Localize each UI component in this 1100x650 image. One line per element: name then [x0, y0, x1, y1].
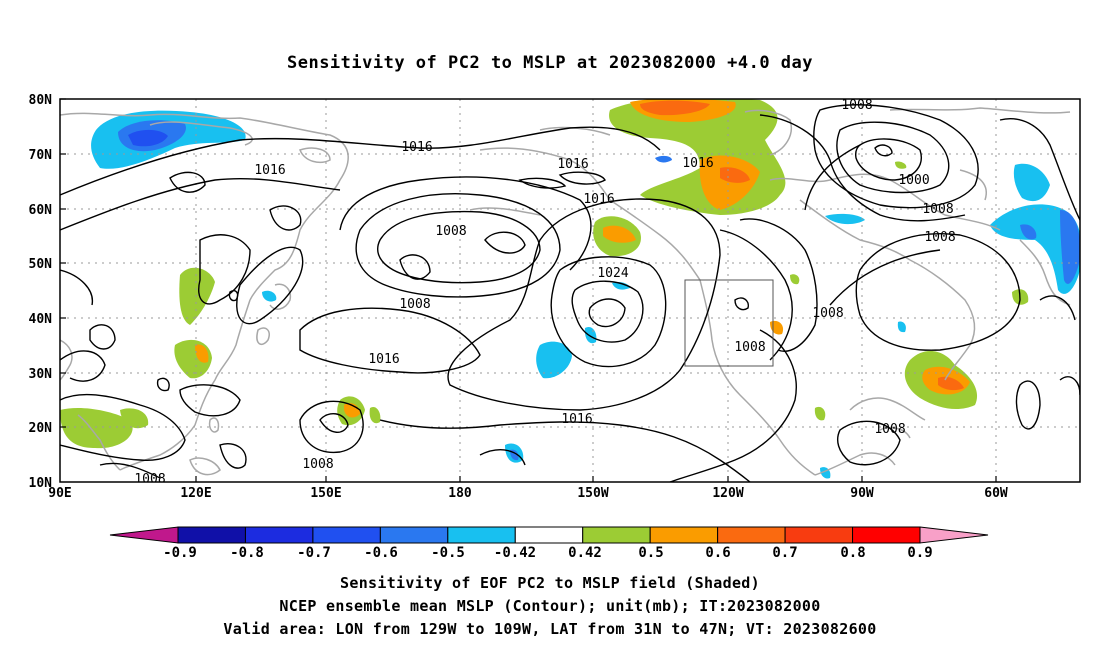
lat-tick-label: 30N	[29, 367, 53, 382]
colorbar-cell	[177, 526, 246, 544]
lon-tick-label: 150E	[310, 486, 341, 501]
lat-tick-label: 80N	[29, 93, 53, 108]
lon-axis-labels: 90E 120E 150E 180 150W 120W 90W 60W	[48, 486, 1008, 501]
colorbar-cell	[582, 526, 651, 544]
contour-label: 1008	[302, 457, 333, 472]
colorbar-cell	[784, 526, 854, 544]
caption-line-1: Sensitivity of EOF PC2 to MSLP field (Sh…	[340, 574, 760, 592]
lon-tick-label: 180	[448, 486, 472, 501]
lon-tick-label: 120W	[712, 486, 743, 501]
lon-tick-label: 60W	[984, 486, 1008, 501]
colorbar-label: -0.42	[494, 545, 536, 561]
contour-labels: 1008 1016 1016 1016 1016 1008 1000 1008 …	[134, 98, 955, 487]
contour-label: 1008	[734, 340, 765, 355]
map-area: 1008 1016 1016 1016 1016 1008 1000 1008 …	[60, 98, 1080, 487]
contour-label: 1024	[597, 266, 628, 281]
contour-label: 1008	[399, 297, 430, 312]
colorbar-cell	[447, 526, 516, 544]
contour-label: 1008	[435, 224, 466, 239]
colorbar-label: 0.42	[568, 545, 602, 561]
caption-line-2: NCEP ensemble mean MSLP (Contour); unit(…	[279, 597, 820, 615]
colorbar-label: 0.8	[840, 545, 865, 561]
lat-axis-labels: 80N 70N 60N 50N 40N 30N 20N 10N	[29, 93, 53, 491]
colorbar-cell	[649, 526, 719, 544]
contour-label: 1016	[583, 192, 614, 207]
caption: Sensitivity of EOF PC2 to MSLP field (Sh…	[223, 574, 876, 638]
contour-label: 1008	[924, 230, 955, 245]
colorbar-cell	[514, 526, 584, 544]
colorbar-label: -0.7	[297, 545, 331, 561]
colorbar-cell	[717, 526, 786, 544]
colorbar-label: 0.6	[705, 545, 730, 561]
contour-label: 1000	[898, 173, 929, 188]
contour-label: 1016	[561, 412, 592, 427]
colorbar-cell	[852, 526, 921, 544]
contour-label: 1008	[134, 472, 165, 487]
lon-tick-label: 90E	[48, 486, 71, 501]
contour-label: 1008	[874, 422, 905, 437]
lon-tick-label: 150W	[577, 486, 608, 501]
colorbar-label: -0.9	[163, 545, 197, 561]
sensitivity-shading	[60, 99, 1080, 479]
colorbar-label: -0.5	[431, 545, 465, 561]
contour-label: 1016	[401, 140, 432, 155]
map-frame	[59, 98, 1081, 483]
contour-label: 1016	[368, 352, 399, 367]
contour-label: 1016	[557, 157, 588, 172]
colorbar-cell	[312, 526, 381, 544]
contour-label: 1016	[254, 163, 285, 178]
axis-ticks	[60, 98, 997, 482]
map-title: Sensitivity of PC2 to MSLP at 2023082000…	[287, 53, 813, 73]
colorbar-labels: -0.9 -0.8 -0.7 -0.6 -0.5 -0.42 0.42 0.5 …	[163, 545, 933, 561]
graticule	[60, 99, 1080, 482]
lat-tick-label: 50N	[29, 257, 53, 272]
mslp-contours	[60, 104, 1080, 482]
colorbar-label: -0.6	[364, 545, 398, 561]
lat-tick-label: 20N	[29, 421, 53, 436]
contour-label: 1008	[841, 98, 872, 113]
lat-tick-label: 10N	[29, 476, 53, 491]
lon-tick-label: 120E	[180, 486, 211, 501]
colorbar-cell	[244, 526, 314, 544]
contour-label: 1016	[682, 156, 713, 171]
contour-label: 1008	[812, 306, 843, 321]
lat-tick-label: 60N	[29, 203, 53, 218]
lat-tick-label: 70N	[29, 148, 53, 163]
colorbar-label: 0.7	[772, 545, 797, 561]
valid-area-box	[684, 279, 774, 367]
colorbar-max-triangle	[919, 526, 989, 544]
contour-label: 1008	[922, 202, 953, 217]
colorbar-label: 0.5	[638, 545, 663, 561]
colorbar-min-triangle	[109, 526, 179, 544]
colorbar-label: 0.9	[907, 545, 932, 561]
colorbar: -0.9 -0.8 -0.7 -0.6 -0.5 -0.42 0.42 0.5 …	[109, 526, 989, 561]
colorbar-cell	[379, 526, 449, 544]
lon-tick-label: 90W	[850, 486, 874, 501]
colorbar-label: -0.8	[230, 545, 264, 561]
caption-line-3: Valid area: LON from 129W to 109W, LAT f…	[223, 620, 876, 638]
lat-tick-label: 40N	[29, 312, 53, 327]
